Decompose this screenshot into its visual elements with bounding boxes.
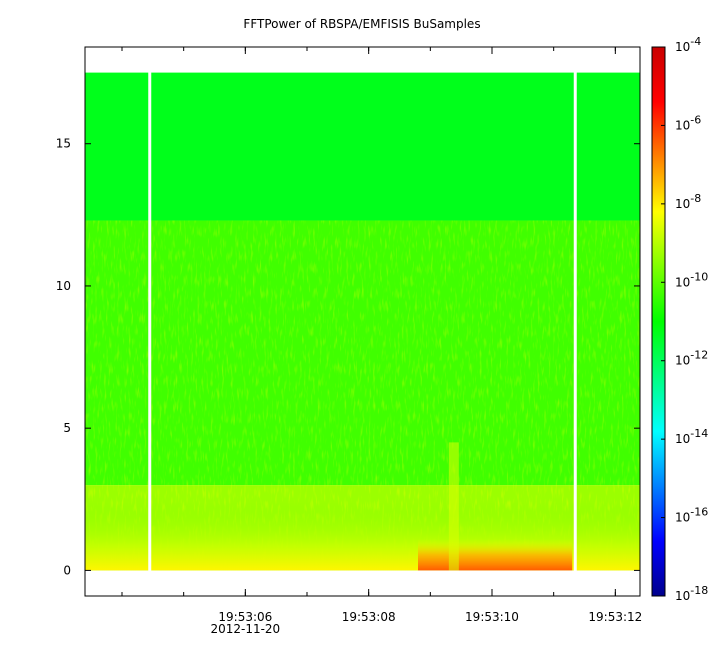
colorbar-tick-label: 10-12 bbox=[675, 349, 708, 368]
data-gap-0 bbox=[148, 47, 152, 596]
x-tick-label: 19:53:12 bbox=[588, 610, 642, 624]
x-tick-label: 19:53:08 bbox=[342, 610, 396, 624]
emission-burst bbox=[418, 539, 573, 571]
colorbar: 10-4 10-6 10-8 10-10 10-12 10-14 10-16 10-18 bbox=[651, 35, 708, 603]
axes: 0 5 10 15 19:53:06 19:53:08 19:53:10 19:53:12 20… bbox=[56, 46, 642, 636]
colorbar-tick-label: 10-14 bbox=[675, 427, 708, 446]
colorbar-tick-label: 10-8 bbox=[675, 192, 701, 211]
data-gap-1 bbox=[573, 47, 577, 596]
colorbar-tick-label: 10-18 bbox=[675, 584, 708, 603]
colorbar-scale bbox=[651, 46, 666, 597]
colorbar-tick-label: 10-4 bbox=[675, 35, 701, 54]
y-tick-label: 0 bbox=[63, 563, 71, 577]
power-band-0 bbox=[85, 72, 640, 221]
colorbar-tick-label: 10-16 bbox=[675, 506, 708, 525]
chart-title: FFTPower of RBSPA/EMFISIS BuSamples bbox=[243, 17, 481, 31]
colorbar-tick-label: 10-10 bbox=[675, 270, 708, 289]
x-tick-label: 19:53:06 bbox=[218, 610, 272, 624]
emission-spike bbox=[448, 442, 459, 571]
colorbar-tick-label: 10-6 bbox=[675, 113, 701, 132]
y-tick-label: 5 bbox=[63, 421, 71, 435]
x-tick-label: 19:53:10 bbox=[465, 610, 519, 624]
heatmap-area bbox=[85, 47, 640, 596]
x-date-label: 2012-11-20 bbox=[210, 622, 280, 636]
plot-frame bbox=[84, 46, 641, 597]
y-tick-label: 10 bbox=[56, 279, 71, 293]
y-tick-label: 15 bbox=[56, 137, 71, 151]
